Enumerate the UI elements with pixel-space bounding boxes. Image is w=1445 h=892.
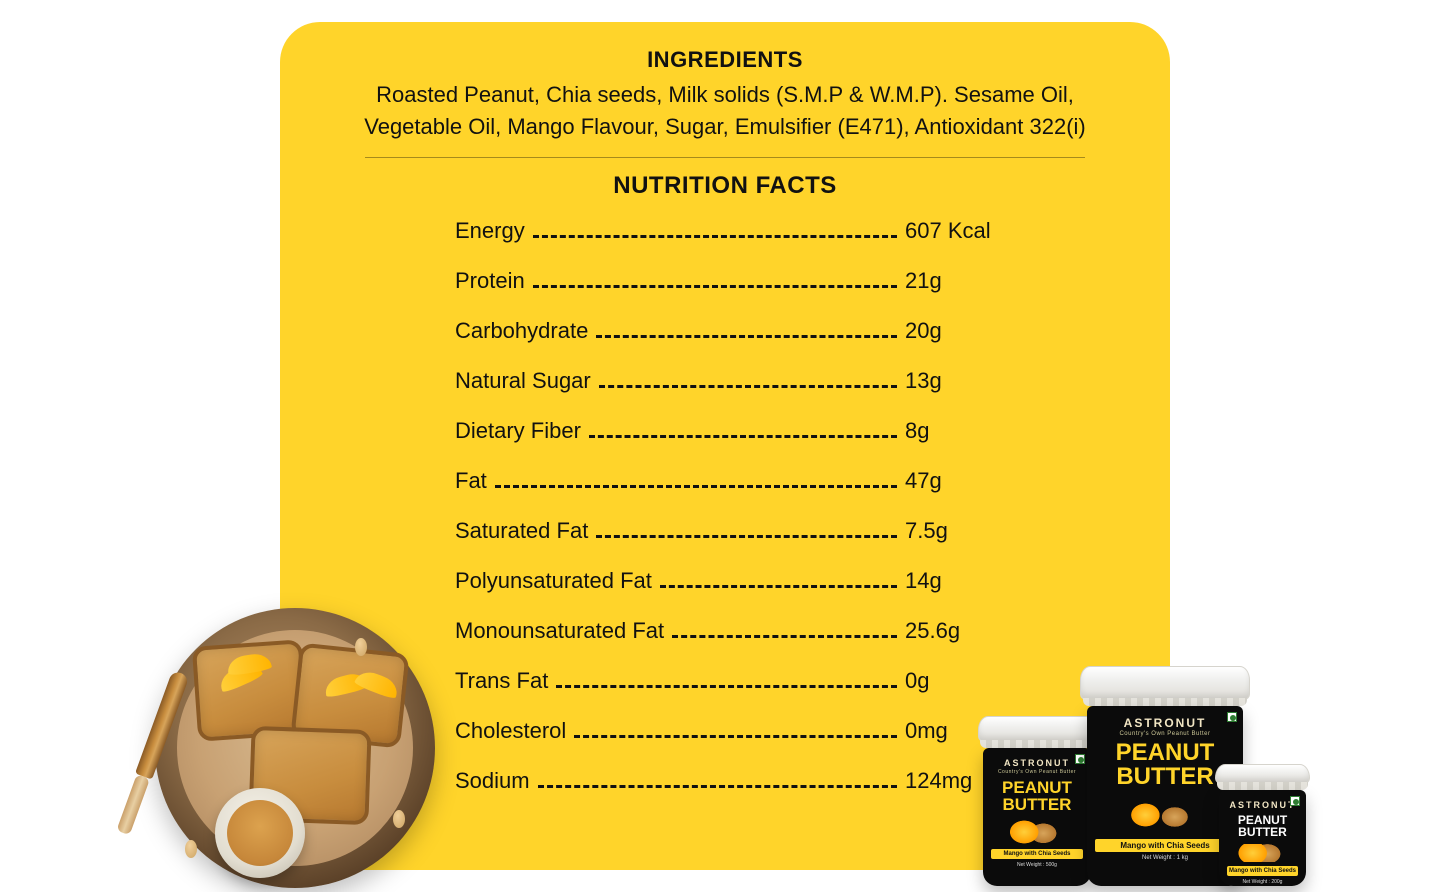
nutrition-row: Fat 47g	[455, 468, 995, 494]
veg-mark-icon	[1227, 712, 1237, 722]
tub-label: ASTRONUT Country's Own Peanut Butter PEA…	[983, 748, 1092, 886]
ingredients-text: Roasted Peanut, Chia seeds, Milk solids …	[340, 79, 1110, 143]
product-tub-small: ASTRONUT PEANUT BUTTER Mango with Chia S…	[1215, 764, 1310, 886]
product-name-line2: BUTTER	[1227, 826, 1298, 838]
leader-dots	[596, 335, 897, 338]
brand-name: ASTRONUT	[1227, 800, 1298, 810]
flavor-illustration	[1238, 844, 1288, 862]
food-plate-illustration	[155, 608, 435, 888]
brand-name: ASTRONUT	[1095, 716, 1235, 730]
product-name-line1: PEANUT	[991, 779, 1084, 796]
product-name: PEANUT BUTTER	[1227, 814, 1298, 838]
nutrition-row: Protein 21g	[455, 268, 995, 294]
tub-lid-ring	[980, 740, 1093, 748]
nutrition-label: Dietary Fiber	[455, 418, 581, 444]
nutrition-label: Polyunsaturated Fat	[455, 568, 652, 594]
peanut-icon	[355, 638, 367, 656]
nutrition-facts-list: Energy 607 Kcal Protein 21g Carbohydrate 20g N…	[455, 218, 995, 794]
nutrition-label: Monounsaturated Fat	[455, 618, 664, 644]
brand-tagline: Country's Own Peanut Butter	[1095, 731, 1235, 737]
leader-dots	[660, 585, 897, 588]
nutrition-title: NUTRITION FACTS	[340, 172, 1110, 200]
variant-label: Mango with Chia Seeds	[991, 849, 1084, 859]
veg-mark-icon	[1290, 796, 1300, 806]
product-name: PEANUT BUTTER	[991, 779, 1084, 813]
peanut-butter-bowl	[215, 788, 305, 878]
nutrition-row: Monounsaturated Fat25.6g	[455, 618, 995, 644]
nutrition-row: Dietary Fiber 8g	[455, 418, 995, 444]
nutrition-row: Trans Fat0g	[455, 668, 995, 694]
tub-lid-ring	[1217, 782, 1308, 790]
leader-dots	[538, 785, 897, 788]
tub-lid-ring	[1083, 698, 1246, 706]
nutrition-label: Trans Fat	[455, 668, 548, 694]
nutrition-value: 607 Kcal	[905, 218, 995, 244]
ingredients-title: INGREDIENTS	[340, 47, 1110, 73]
leader-dots	[574, 735, 897, 738]
product-tub-medium: ASTRONUT Country's Own Peanut Butter PEA…	[978, 716, 1096, 886]
nutrition-value: 47g	[905, 468, 995, 494]
leader-dots	[533, 285, 897, 288]
leader-dots	[589, 435, 897, 438]
nutrition-label: Fat	[455, 468, 487, 494]
leader-dots	[599, 385, 897, 388]
nutrition-row: Saturated Fat 7.5g	[455, 518, 995, 544]
flavor-illustration	[1005, 819, 1070, 845]
nutrition-value: 14g	[905, 568, 995, 594]
leader-dots	[672, 635, 897, 638]
leader-dots	[495, 485, 897, 488]
nutrition-label: Saturated Fat	[455, 518, 588, 544]
tub-label: ASTRONUT PEANUT BUTTER Mango with Chia S…	[1219, 790, 1306, 886]
nutrition-row: Natural Sugar 13g	[455, 368, 995, 394]
flavor-illustration	[1116, 795, 1214, 835]
nutrition-label: Carbohydrate	[455, 318, 588, 344]
tub-lid	[978, 716, 1096, 742]
nutrition-label: Energy	[455, 218, 525, 244]
product-name-line1: PEANUT	[1095, 741, 1235, 765]
nutrition-value: 21g	[905, 268, 995, 294]
leader-dots	[533, 235, 897, 238]
brand-name: ASTRONUT	[991, 758, 1084, 768]
brand-tagline: Country's Own Peanut Butter	[991, 769, 1084, 775]
peanut-icon	[185, 840, 197, 858]
tub-lid	[1215, 764, 1310, 784]
leader-dots	[556, 685, 897, 688]
peanut-icon	[393, 810, 405, 828]
nutrition-row: Cholesterol0mg	[455, 718, 995, 744]
leader-dots	[596, 535, 897, 538]
nutrition-row: Sodium124mg	[455, 768, 995, 794]
nutrition-row: Polyunsaturated Fat 14g	[455, 568, 995, 594]
variant-label: Mango with Chia Seeds	[1227, 866, 1298, 876]
net-weight: Net Weight : 500g	[991, 862, 1084, 868]
product-name-line2: BUTTER	[991, 796, 1084, 813]
nutrition-label: Natural Sugar	[455, 368, 591, 394]
product-packshots: ASTRONUT Country's Own Peanut Butter PEA…	[970, 626, 1310, 886]
nutrition-row: Energy 607 Kcal	[455, 218, 995, 244]
tub-lid	[1080, 666, 1250, 700]
nutrition-row: Carbohydrate 20g	[455, 318, 995, 344]
nutrition-value: 13g	[905, 368, 995, 394]
net-weight: Net Weight : 200g	[1227, 879, 1298, 885]
section-divider	[365, 157, 1085, 158]
nutrition-value: 20g	[905, 318, 995, 344]
nutrition-label: Protein	[455, 268, 525, 294]
nutrition-label: Cholesterol	[455, 718, 566, 744]
nutrition-value: 8g	[905, 418, 995, 444]
nutrition-label: Sodium	[455, 768, 530, 794]
nutrition-value: 7.5g	[905, 518, 995, 544]
